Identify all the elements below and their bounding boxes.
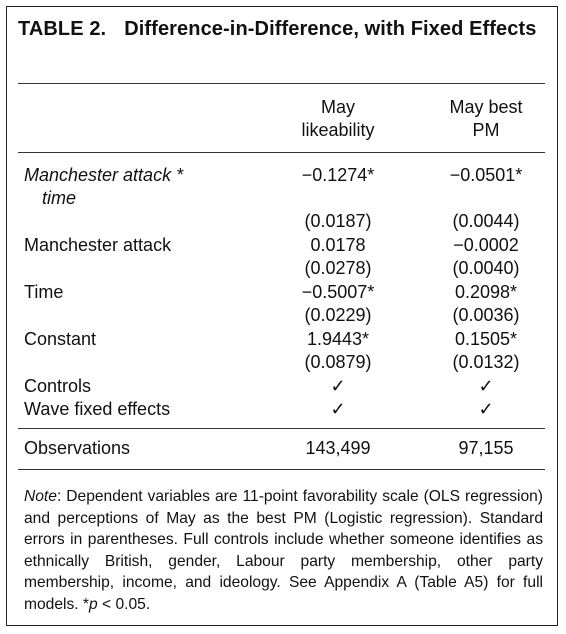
se-time-bestpm: (0.0036) bbox=[452, 305, 520, 325]
coef-interaction-bestpm: −0.0501* bbox=[449, 165, 523, 185]
note-tail: < 0.05. bbox=[97, 595, 151, 613]
se-constant-bestpm: (0.0132) bbox=[452, 352, 520, 372]
bottom-rule bbox=[18, 469, 545, 470]
top-rule bbox=[18, 83, 545, 84]
table-title: TABLE 2. Difference-in-Difference, with F… bbox=[18, 18, 548, 40]
se-attack-likeability: (0.0278) bbox=[304, 258, 372, 278]
check-icon: ✓ bbox=[330, 399, 346, 419]
coef-time-likeability: −0.5007* bbox=[301, 282, 375, 302]
table-number: TABLE 2. bbox=[18, 18, 107, 40]
table-note: Note: Dependent variables are 11-point f… bbox=[24, 486, 543, 615]
se-constant-likeability: (0.0879) bbox=[304, 352, 372, 372]
row-label-interaction-cont: time bbox=[42, 188, 77, 208]
header-rule bbox=[18, 152, 545, 153]
se-time-likeability: (0.0229) bbox=[304, 305, 372, 325]
coef-time-bestpm: 0.2098* bbox=[454, 282, 518, 302]
se-interaction-bestpm: (0.0044) bbox=[452, 211, 520, 231]
note-p-symbol: p bbox=[89, 595, 98, 613]
row-label-controls: Controls bbox=[24, 376, 92, 396]
observations-bestpm: 97,155 bbox=[458, 438, 514, 458]
observations-likeability: 143,499 bbox=[305, 438, 371, 458]
row-label-constant: Constant bbox=[24, 329, 97, 349]
note-text: : Dependent variables are 11-point favor… bbox=[24, 488, 543, 613]
row-label-time: Time bbox=[24, 282, 64, 302]
se-interaction-likeability: (0.0187) bbox=[304, 211, 372, 231]
column-header-line: PM bbox=[472, 120, 500, 140]
check-icon: ✓ bbox=[330, 376, 346, 396]
column-header-line: May best bbox=[449, 97, 523, 117]
row-label-observations: Observations bbox=[24, 438, 131, 458]
check-icon: ✓ bbox=[478, 376, 494, 396]
coef-attack-bestpm: −0.0002 bbox=[453, 235, 519, 255]
column-header-line: May bbox=[320, 97, 355, 117]
coef-attack-likeability: 0.0178 bbox=[310, 235, 366, 255]
check-icon: ✓ bbox=[478, 399, 494, 419]
table-frame bbox=[6, 6, 558, 626]
row-label-wave-fixed-effects: Wave fixed effects bbox=[24, 399, 171, 419]
row-label-interaction: Manchester attack * bbox=[24, 165, 184, 185]
coef-interaction-likeability: −0.1274* bbox=[301, 165, 375, 185]
column-header-line: likeability bbox=[301, 120, 375, 140]
note-label: Note bbox=[24, 488, 57, 505]
table-title-text: Difference-in-Difference, with Fixed Eff… bbox=[124, 18, 537, 40]
coef-constant-bestpm: 0.1505* bbox=[454, 329, 518, 349]
row-label-attack: Manchester attack bbox=[24, 235, 172, 255]
column-header-may-likeability: May likeability bbox=[283, 96, 393, 142]
se-attack-bestpm: (0.0040) bbox=[452, 258, 520, 278]
body-rule bbox=[18, 428, 545, 429]
coef-constant-likeability: 1.9443* bbox=[306, 329, 370, 349]
column-header-may-best-pm: May best PM bbox=[431, 96, 541, 142]
